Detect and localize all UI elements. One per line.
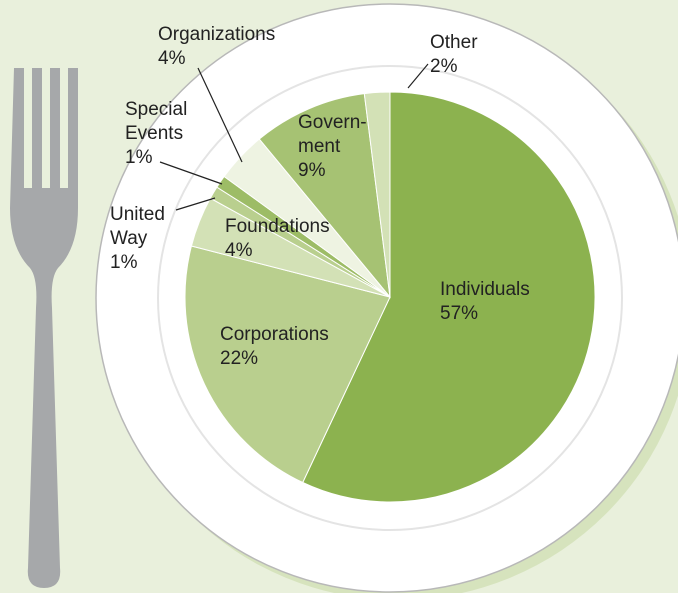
category-label: Govern-ment (298, 112, 367, 157)
pie-slice (363, 91, 391, 298)
category-label: Special Events (125, 99, 187, 144)
pie-slice (184, 245, 391, 484)
category-line: Way (110, 228, 148, 249)
category-line: Organizations (158, 24, 275, 45)
category-label: Foundations (225, 216, 330, 237)
category-line: Special (125, 99, 187, 120)
category-label: Organizations (158, 24, 275, 45)
value-label: 4% (158, 48, 186, 69)
value-label: 4% (225, 240, 253, 261)
category-line: ment (298, 136, 341, 157)
slice-label: Individuals 57% (440, 279, 530, 324)
value-label: 9% (298, 160, 326, 181)
leader-line (407, 63, 429, 89)
pie-slice (258, 93, 391, 299)
slice-label: Other 2% (430, 32, 478, 77)
category-line: Govern- (298, 112, 367, 133)
category-label: Corporations (220, 324, 329, 345)
value-label: 22% (220, 348, 258, 369)
value-label: 1% (110, 252, 138, 273)
value-label: 57% (440, 303, 478, 324)
slice-label: United Way 1% (110, 204, 165, 273)
slice-label: Special Events 1% (125, 99, 187, 168)
category-line: Other (430, 32, 478, 53)
leader-line (197, 67, 243, 163)
value-label: 1% (125, 147, 153, 168)
leader-line (175, 197, 216, 211)
fork (10, 68, 78, 588)
value-label: 2% (430, 56, 458, 77)
category-line: Events (125, 123, 183, 144)
category-line: Foundations (225, 216, 330, 237)
category-line: Individuals (440, 279, 530, 300)
category-line: Corporations (220, 324, 329, 345)
leader-line (159, 161, 223, 185)
slice-label: Organizations 4% (158, 24, 275, 69)
labels: Individuals 57% Corporations 22% Foundations… (110, 24, 530, 369)
slice-label: Foundations 4% (225, 216, 330, 261)
pie (184, 91, 596, 503)
plate-rim (157, 65, 623, 531)
slice-label: Corporations 22% (220, 324, 329, 369)
category-label: Other (430, 32, 478, 53)
category-line: United (110, 204, 165, 225)
category-label: United Way (110, 204, 165, 249)
category-label: Individuals (440, 279, 530, 300)
pie-slice (302, 91, 596, 503)
slice-label: Govern-ment 9% (298, 112, 367, 181)
